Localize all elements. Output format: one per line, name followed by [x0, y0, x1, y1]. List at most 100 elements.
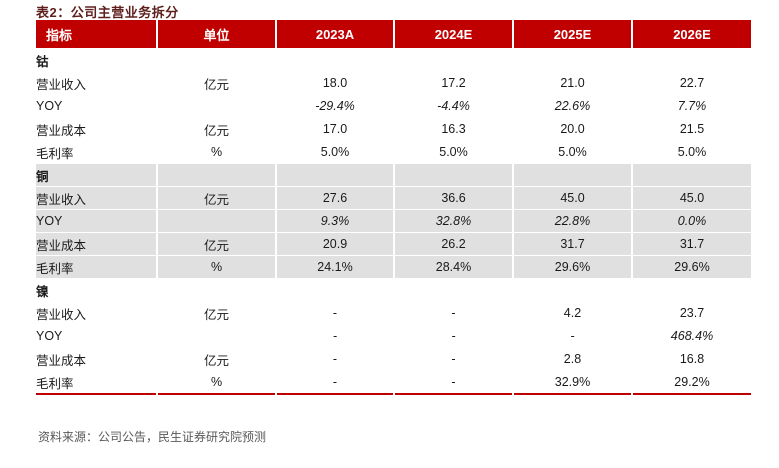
source-note: 资料来源：公司公告，民生证券研究院预测 [38, 430, 267, 444]
value-cell: 5.0% [514, 141, 631, 163]
value-cell: 45.0 [633, 187, 751, 209]
table-row: YOY - - -468.4% [36, 325, 751, 347]
unit-cell [158, 325, 275, 347]
empty-cell [395, 164, 512, 186]
value-cell: 9.3% [277, 210, 393, 232]
value-cell: 17.2 [395, 72, 512, 94]
section-header-row: 铜 [36, 164, 751, 186]
value-cell: 27.6 [277, 187, 393, 209]
value-cell: 29.6% [514, 256, 631, 278]
empty-cell [395, 49, 512, 71]
value-cell: -29.4% [277, 95, 393, 117]
value-cell: - [277, 325, 393, 347]
empty-cell [158, 164, 275, 186]
row-label: 营业收入 [36, 72, 156, 94]
row-label: YOY [36, 210, 156, 232]
unit-cell: 亿元 [158, 233, 275, 255]
row-label: 毛利率 [36, 256, 156, 278]
value-cell: 5.0% [277, 141, 393, 163]
unit-cell: 亿元 [158, 187, 275, 209]
value-cell: 16.3 [395, 118, 512, 140]
value-cell: 22.7 [633, 72, 751, 94]
table-row: 毛利率% 5.0% 5.0% 5.0% 5.0% [36, 141, 751, 163]
value-cell: 20.0 [514, 118, 631, 140]
header-row: 指标 单位 2023A 2024E 2025E 2026E [36, 20, 751, 48]
row-label: 营业成本 [36, 118, 156, 140]
value-cell: 32.8% [395, 210, 512, 232]
table-row: 毛利率% 24.1% 28.4% 29.6% 29.6% [36, 256, 751, 278]
col-header-2024e: 2024E [395, 20, 512, 48]
empty-cell [633, 279, 751, 301]
row-label: YOY [36, 325, 156, 347]
table-header: 指标 单位 2023A 2024E 2025E 2026E [36, 20, 751, 48]
value-cell: 5.0% [395, 141, 512, 163]
row-label: 营业收入 [36, 187, 156, 209]
empty-cell [277, 279, 393, 301]
table-caption: 表2：公司主营业务拆分 [36, 5, 179, 20]
row-label: 营业收入 [36, 302, 156, 324]
value-cell: 32.9% [514, 371, 631, 395]
empty-cell [395, 279, 512, 301]
col-header-indicator: 指标 [36, 20, 156, 48]
table-row: 营业成本 亿元 17.0 16.3 20.0 21.5 [36, 118, 751, 140]
unit-cell: % [158, 141, 275, 163]
empty-cell [277, 164, 393, 186]
empty-cell [514, 279, 631, 301]
value-cell: 4.2 [514, 302, 631, 324]
value-cell: - [395, 348, 512, 370]
value-cell: 20.9 [277, 233, 393, 255]
value-cell: - [277, 371, 393, 395]
row-label: 营业成本 [36, 233, 156, 255]
value-cell: - [395, 371, 512, 395]
value-cell: 0.0% [633, 210, 751, 232]
value-cell: - [277, 302, 393, 324]
empty-cell [514, 164, 631, 186]
empty-cell [514, 49, 631, 71]
value-cell: - [277, 348, 393, 370]
col-header-2025e: 2025E [514, 20, 631, 48]
table-row: 营业收入 亿元 27.6 36.6 45.0 45.0 [36, 187, 751, 209]
table-row: 营业成本 亿元 - -2.8 16.8 [36, 348, 751, 370]
table-row: YOY 9.3% 32.8% 22.8% 0.0% [36, 210, 751, 232]
section-name-cell: 铜 [36, 164, 156, 186]
col-header-unit: 单位 [158, 20, 275, 48]
unit-cell: 亿元 [158, 72, 275, 94]
table-row: 营业收入 亿元 - -4.2 23.7 [36, 302, 751, 324]
row-label: 营业成本 [36, 348, 156, 370]
value-cell: - [395, 302, 512, 324]
unit-cell: 亿元 [158, 118, 275, 140]
section-header-row: 钴 [36, 49, 751, 71]
unit-cell [158, 95, 275, 117]
business-breakdown-table: 指标 单位 2023A 2024E 2025E 2026E 钴营业收入 亿元 18.… [34, 19, 753, 396]
value-cell: 17.0 [277, 118, 393, 140]
section-name-cell: 镍 [36, 279, 156, 301]
unit-cell [158, 210, 275, 232]
value-cell: 16.8 [633, 348, 751, 370]
col-header-2023a: 2023A [277, 20, 393, 48]
table-row: 毛利率% - -32.9% 29.2% [36, 371, 751, 395]
value-cell: 29.2% [633, 371, 751, 395]
value-cell: 22.6% [514, 95, 631, 117]
value-cell: - [514, 325, 631, 347]
value-cell: 18.0 [277, 72, 393, 94]
empty-cell [633, 164, 751, 186]
table-row: 营业成本 亿元 20.9 26.2 31.7 31.7 [36, 233, 751, 255]
unit-cell: 亿元 [158, 302, 275, 324]
value-cell: 23.7 [633, 302, 751, 324]
unit-cell: 亿元 [158, 348, 275, 370]
value-cell: 45.0 [514, 187, 631, 209]
value-cell: 26.2 [395, 233, 512, 255]
value-cell: 21.5 [633, 118, 751, 140]
section-header-row: 镍 [36, 279, 751, 301]
value-cell: -4.4% [395, 95, 512, 117]
value-cell: 7.7% [633, 95, 751, 117]
row-label: 毛利率 [36, 141, 156, 163]
section-name-cell: 钴 [36, 49, 156, 71]
value-cell: 2.8 [514, 348, 631, 370]
table-body: 钴营业收入 亿元 18.0 17.2 21.0 22.7 YOY -29.4% -4.4% 22.… [36, 49, 751, 395]
table-row: YOY -29.4% -4.4% 22.6% 7.7% [36, 95, 751, 117]
empty-cell [277, 49, 393, 71]
empty-cell [633, 49, 751, 71]
value-cell: - [395, 325, 512, 347]
col-header-2026e: 2026E [633, 20, 751, 48]
